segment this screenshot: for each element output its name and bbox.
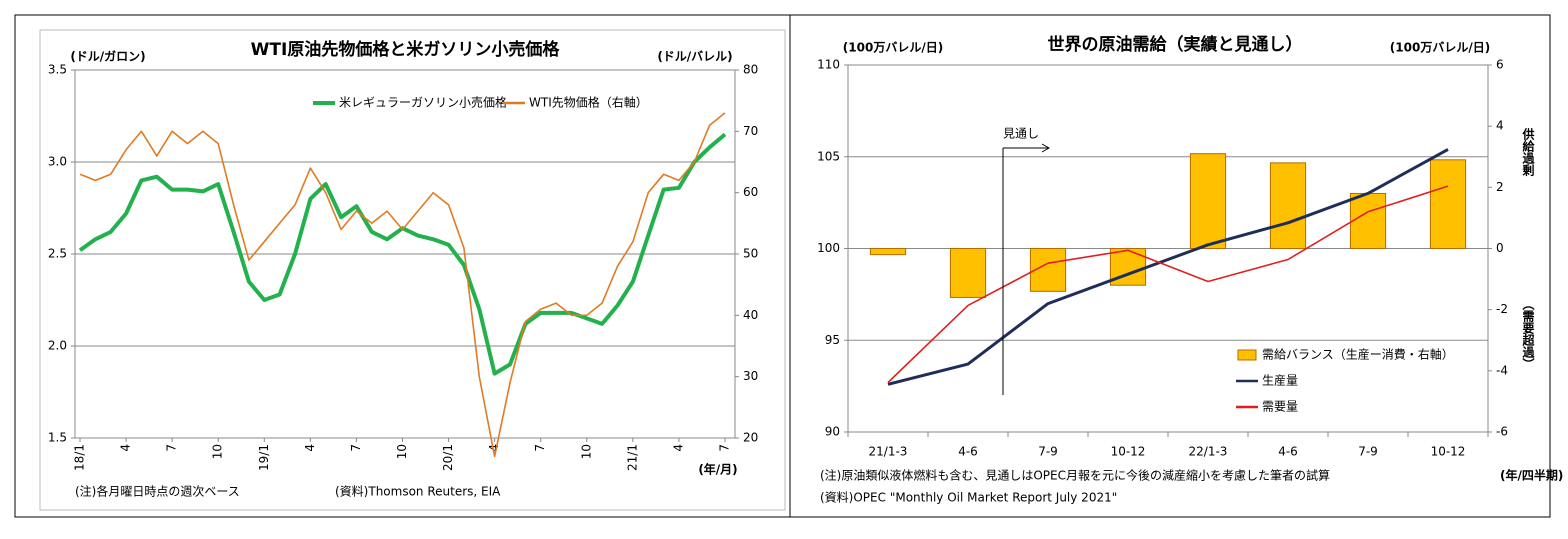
x-tick-label: 4-6 [958, 445, 978, 459]
x-axis-unit: (年/月) [698, 462, 737, 477]
x-tick-label: 4 [671, 444, 685, 452]
x-tick-label: 10 [211, 444, 225, 459]
y-tick-label: 1.5 [48, 431, 67, 445]
left-panel [39, 29, 786, 511]
x-tick-label: 7-9 [1038, 445, 1058, 459]
y-tick-label: 110 [817, 58, 840, 72]
x-tick-label: 21/1-3 [869, 445, 908, 459]
x-tick-label: 4 [119, 444, 133, 452]
bar [1269, 162, 1307, 249]
y2-side-label: （需要超過） [1521, 298, 1535, 370]
plot-frame [74, 69, 736, 439]
x-tick-label: 10 [395, 444, 409, 459]
y-tick-label: 105 [817, 149, 840, 163]
series-line [887, 185, 1449, 384]
bar [1349, 192, 1387, 249]
series-line [887, 148, 1449, 386]
y2-tick-label: -4 [1496, 363, 1508, 377]
note: (資料)Thomson Reuters, EIA [335, 485, 501, 499]
x-tick-label: 4-6 [1278, 445, 1298, 459]
legend-label: WTI先物価格（右軸） [529, 95, 648, 110]
y2-side-label: 供給過剰 [1521, 127, 1535, 177]
note: (注)各月曜日時点の週次ベース [75, 484, 240, 499]
x-tick-label: 10-12 [1111, 445, 1146, 459]
annotation-arrowhead [1041, 143, 1051, 153]
y2-axis-unit: (ドル/バレル) [657, 50, 732, 64]
bar [869, 248, 907, 256]
x-tick-label: 7 [718, 444, 732, 452]
chart-title: WTI原油先物価格と米ガソリン小売価格 [251, 39, 561, 60]
y-tick-label: 95 [825, 333, 840, 347]
legend-label: 需給バランス（生産ー消費・右軸） [1262, 347, 1454, 362]
y2-tick-label: 70 [743, 124, 758, 138]
legend-label: 生産量 [1262, 373, 1298, 388]
legend-label: 需要量 [1262, 400, 1298, 414]
chart-title: 世界の原油需給（実績と見通し） [1048, 34, 1303, 55]
legend-swatch [1237, 349, 1257, 361]
x-tick-label: 20/1 [441, 444, 455, 471]
outer-frame [14, 14, 1551, 518]
series-line [78, 132, 727, 376]
y2-tick-label: 80 [743, 63, 758, 77]
bar [949, 248, 987, 298]
x-tick-label: 22/1-3 [1189, 445, 1228, 459]
x-tick-label: 10 [579, 444, 593, 459]
x-tick-label: 7 [349, 444, 363, 452]
y2-tick-label: 2 [1496, 180, 1504, 194]
y2-tick-label: 0 [1496, 241, 1504, 255]
y-tick-label: 90 [825, 425, 840, 439]
x-tick-label: 18/1 [73, 444, 87, 471]
bar [1429, 159, 1467, 249]
x-tick-label: 7-9 [1358, 445, 1378, 459]
annotation: 見通し [1003, 127, 1039, 141]
note: (注)原油類似液体燃料も含む、見通しはOPEC月報を元に今後の減産縮小を考慮した… [820, 468, 1330, 483]
x-tick-label: 7 [533, 444, 547, 452]
y2-tick-label: 40 [743, 308, 758, 322]
x-axis-unit: (年/四半期) [1500, 468, 1563, 483]
y2-tick-label: -2 [1496, 302, 1508, 316]
y2-tick-label: 6 [1496, 58, 1504, 72]
x-tick-label: 21/1 [625, 444, 639, 471]
note: (資料)OPEC "Monthly Oil Market Report July… [820, 491, 1117, 505]
y2-tick-label: 30 [743, 369, 758, 383]
y-tick-label: 3.0 [48, 155, 67, 169]
y2-tick-label: 4 [1496, 119, 1504, 133]
y-tick-label: 3.5 [48, 63, 67, 77]
y2-tick-label: 20 [743, 431, 758, 445]
series-line [79, 112, 726, 458]
x-tick-label: 19/1 [257, 444, 271, 471]
y-tick-label: 2.5 [48, 247, 67, 261]
y-axis-unit: (ドル/ガロン) [70, 49, 145, 64]
y-tick-label: 100 [817, 241, 840, 255]
bar [1189, 153, 1227, 249]
x-tick-label: 7 [165, 444, 179, 452]
x-tick-label: 4 [487, 444, 501, 452]
y2-tick-label: 50 [743, 247, 758, 261]
legend-label: 米レギュラーガソリン小売価格 [339, 95, 507, 110]
y2-tick-label: -6 [1496, 425, 1508, 439]
x-tick-label: 10-12 [1431, 445, 1466, 459]
y-tick-label: 2.0 [48, 339, 67, 353]
y-axis-unit: (100万バレル/日) [843, 41, 943, 55]
y2-tick-label: 60 [743, 185, 758, 199]
x-tick-label: 4 [303, 444, 317, 452]
y2-axis-unit: (100万バレル/日) [1390, 41, 1490, 55]
